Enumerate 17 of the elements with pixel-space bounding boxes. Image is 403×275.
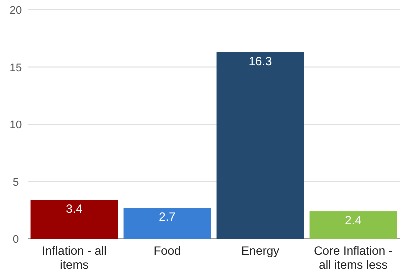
bar <box>30 200 118 239</box>
x-tick-label: Food <box>154 244 182 258</box>
bar <box>124 208 212 239</box>
data-label: 2.7 <box>159 210 176 224</box>
data-label: 16.3 <box>248 54 272 68</box>
data-label: 2.4 <box>345 214 362 228</box>
bar <box>310 212 398 239</box>
y-tick-label: 20 <box>10 5 22 17</box>
data-label: 3.4 <box>66 202 84 216</box>
x-tick-label: Inflation - all items <box>42 244 107 272</box>
x-tick-label: Core Inflation - all items less <box>314 244 393 272</box>
y-tick-label: 10 <box>10 120 22 132</box>
y-tick-label: 0 <box>12 234 20 246</box>
y-tick-label: 5 <box>12 176 20 189</box>
bar <box>216 52 304 239</box>
x-tick-label: Energy <box>241 244 280 258</box>
y-tick-label: 15 <box>10 62 22 74</box>
